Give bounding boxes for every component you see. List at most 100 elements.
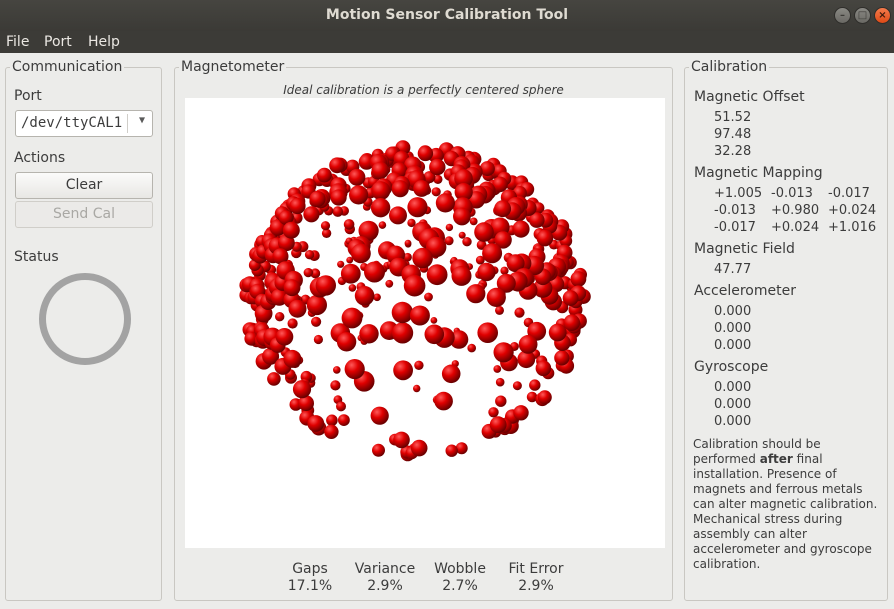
note-text-1: Calibration should be performed bbox=[693, 437, 821, 466]
sample-point bbox=[292, 380, 312, 399]
sample-point bbox=[283, 279, 301, 297]
sample-point bbox=[496, 273, 516, 293]
mapping-cell: +0.980 bbox=[771, 203, 820, 218]
status-label: Status bbox=[14, 249, 59, 265]
menu-help[interactable]: Help bbox=[88, 34, 120, 50]
sample-point bbox=[378, 221, 387, 229]
sample-point bbox=[474, 222, 494, 242]
port-select-divider bbox=[127, 114, 128, 133]
sample-point bbox=[548, 323, 567, 342]
sample-point bbox=[477, 262, 496, 282]
sample-point bbox=[570, 271, 587, 287]
sample-point bbox=[410, 439, 428, 457]
sample-point bbox=[336, 401, 346, 412]
sample-point bbox=[467, 343, 477, 353]
stat-variance-label: Variance bbox=[354, 561, 416, 577]
sample-point bbox=[298, 395, 314, 412]
sample-point bbox=[315, 275, 336, 296]
sample-point bbox=[326, 414, 338, 427]
calibration-note: Calibration should be performed after fi… bbox=[693, 437, 885, 572]
sample-point bbox=[385, 279, 394, 288]
sample-point bbox=[493, 342, 514, 363]
sample-point bbox=[494, 231, 512, 249]
sample-point bbox=[514, 307, 525, 318]
sample-point bbox=[495, 377, 505, 387]
sample-point bbox=[348, 284, 357, 292]
mapping-cell: -0.017 bbox=[714, 220, 756, 235]
stat-gaps-value: 17.1% bbox=[287, 578, 333, 594]
close-icon[interactable]: × bbox=[874, 7, 891, 24]
sample-point bbox=[536, 229, 554, 247]
sample-point bbox=[412, 247, 433, 269]
sample-point bbox=[414, 360, 424, 370]
magnetic-mapping-label: Magnetic Mapping bbox=[694, 165, 823, 181]
sample-point bbox=[370, 406, 389, 425]
sample-point bbox=[500, 266, 509, 275]
sample-point bbox=[348, 168, 366, 186]
title-bar: Motion Sensor Calibration Tool – □ × bbox=[0, 0, 894, 31]
sample-point bbox=[311, 269, 321, 278]
sample-point bbox=[371, 181, 391, 201]
sample-point bbox=[495, 395, 507, 407]
sample-point bbox=[469, 217, 478, 226]
sample-point bbox=[518, 335, 538, 354]
magnetometer-plot[interactable] bbox=[185, 98, 665, 548]
sample-point bbox=[371, 161, 389, 180]
sample-point bbox=[529, 212, 545, 228]
accel-z: 0.000 bbox=[714, 338, 752, 353]
communication-title: Communication bbox=[10, 59, 125, 75]
send-cal-button[interactable]: Send Cal bbox=[15, 201, 153, 228]
sample-point bbox=[451, 265, 472, 286]
sample-point bbox=[340, 263, 361, 284]
port-select[interactable]: /dev/ttyCAL1 ▼ bbox=[15, 110, 153, 137]
sample-point bbox=[409, 305, 430, 326]
main-area: Communication Port /dev/ttyCAL1 ▼ Action… bbox=[0, 53, 894, 609]
sample-point bbox=[431, 187, 441, 197]
mapping-cell: -0.013 bbox=[714, 203, 756, 218]
maximize-icon[interactable]: □ bbox=[854, 7, 871, 24]
sample-point bbox=[445, 223, 454, 232]
accel-x: 0.000 bbox=[714, 304, 752, 319]
sample-point bbox=[424, 292, 433, 302]
sample-point bbox=[413, 384, 421, 393]
magnetic-field-label: Magnetic Field bbox=[694, 241, 795, 257]
stat-variance: Variance 2.9% bbox=[340, 561, 430, 595]
sample-point bbox=[351, 243, 371, 264]
offset-x: 51.52 bbox=[714, 110, 752, 125]
sample-point bbox=[426, 236, 447, 258]
sample-point bbox=[489, 416, 507, 434]
menu-port[interactable]: Port bbox=[44, 34, 72, 50]
stat-variance-value: 2.9% bbox=[367, 578, 403, 594]
sample-point bbox=[413, 180, 430, 197]
chevron-down-icon: ▼ bbox=[138, 115, 145, 126]
sample-point bbox=[364, 261, 385, 283]
sample-point bbox=[454, 169, 473, 188]
sample-point bbox=[458, 231, 466, 239]
sample-point bbox=[441, 364, 461, 384]
sample-point bbox=[482, 243, 503, 264]
sample-point bbox=[434, 391, 453, 411]
sample-point bbox=[321, 228, 332, 238]
sample-point bbox=[343, 219, 355, 230]
menu-file[interactable]: File bbox=[6, 34, 30, 50]
mapping-cell: +0.024 bbox=[771, 220, 820, 235]
sample-point bbox=[324, 424, 339, 439]
sample-point bbox=[282, 221, 300, 239]
minimize-icon[interactable]: – bbox=[834, 7, 851, 24]
calibration-title: Calibration bbox=[689, 59, 770, 75]
clear-button[interactable]: Clear bbox=[15, 172, 153, 199]
sample-point bbox=[344, 359, 365, 380]
sample-point bbox=[455, 442, 468, 455]
gyro-x: 0.000 bbox=[714, 380, 752, 395]
sphere-point-cloud bbox=[239, 140, 591, 462]
port-label: Port bbox=[14, 88, 42, 104]
mapping-cell: -0.013 bbox=[771, 186, 813, 201]
sample-point bbox=[313, 334, 323, 345]
sample-point bbox=[513, 405, 529, 421]
magnetometer-title: Magnetometer bbox=[179, 59, 287, 75]
sample-point bbox=[403, 274, 426, 297]
sample-point bbox=[289, 197, 306, 215]
sample-point bbox=[287, 318, 298, 329]
sample-point bbox=[337, 260, 345, 268]
sample-point bbox=[444, 236, 454, 246]
